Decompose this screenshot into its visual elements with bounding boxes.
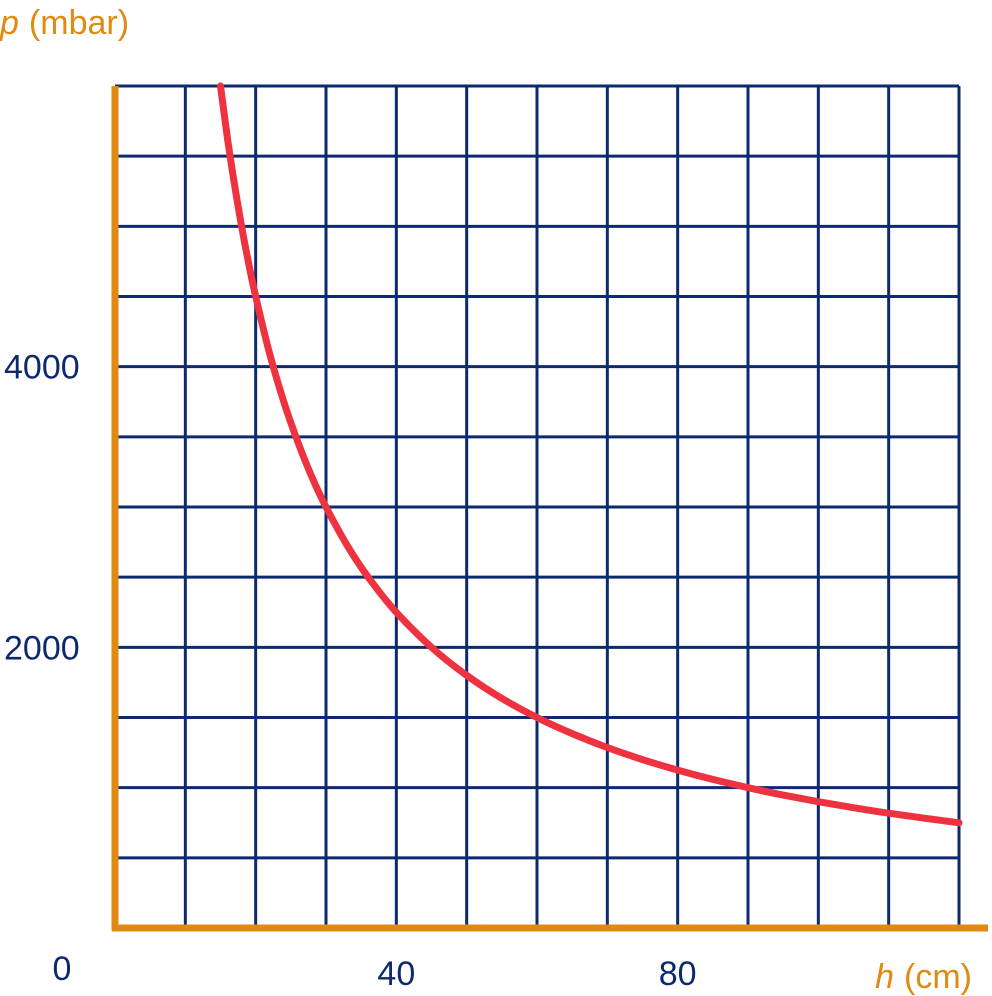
y-tick-label: 4000	[4, 349, 80, 387]
grid	[115, 84, 961, 928]
y-tick-label: 2000	[4, 629, 80, 667]
y-axis-symbol: p	[0, 4, 19, 42]
x-tick-labels: 40 80	[377, 955, 696, 993]
y-axis-unit: (mbar)	[29, 4, 129, 42]
x-axis-symbol: h	[875, 958, 894, 996]
y-tick-labels: 2000 4000	[4, 349, 80, 668]
axes	[111, 86, 988, 932]
series-line	[217, 82, 963, 827]
curve-layer	[217, 82, 963, 827]
y-axis-label: p (mbar)	[0, 4, 129, 42]
x-axis-label: h (cm)	[875, 958, 972, 996]
x-axis-unit: (cm)	[904, 958, 972, 996]
origin-label: 0	[53, 950, 72, 988]
x-tick-label: 40	[377, 955, 415, 993]
x-tick-label: 80	[659, 955, 697, 993]
